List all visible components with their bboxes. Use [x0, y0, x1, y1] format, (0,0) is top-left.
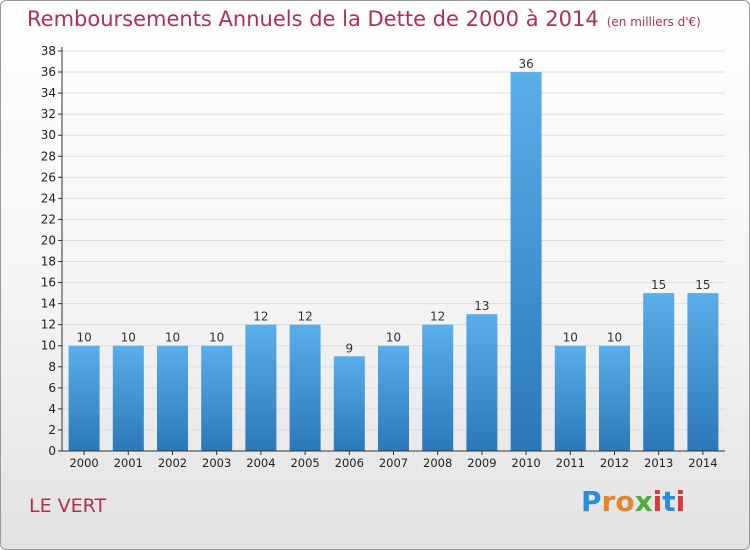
bar	[466, 314, 498, 451]
data-label: 10	[209, 331, 224, 345]
data-label: 15	[695, 278, 710, 292]
logo-letter: r	[601, 485, 616, 518]
bar	[599, 345, 630, 451]
chart-unit-label: (en milliers d'€)	[606, 15, 701, 29]
x-tick-label: 2004	[246, 456, 275, 470]
x-tick-label: 2011	[556, 456, 585, 470]
bar	[643, 293, 675, 451]
y-tick-label: 22	[41, 212, 56, 226]
bars: 10 10 10 10 12 12 9 10 12 13 36 10 10 15 15	[68, 57, 719, 451]
data-label: 10	[121, 331, 136, 345]
y-tick-label: 4	[48, 402, 56, 416]
data-label: 10	[76, 331, 91, 345]
logo-letter: P	[581, 485, 602, 518]
x-tick-label: 2000	[69, 456, 98, 470]
x-tick-label: 2010	[511, 456, 540, 470]
chart-title: Remboursements Annuels de la Dette de 20…	[27, 7, 701, 31]
y-tick-label: 28	[41, 149, 56, 163]
proxiti-logo: Proxiti	[581, 485, 685, 518]
y-tick-label: 12	[41, 318, 56, 332]
data-label: 10	[165, 331, 180, 345]
logo-letter: x	[634, 485, 653, 518]
y-tick-label: 26	[41, 170, 56, 184]
bar	[422, 324, 454, 451]
data-label: 13	[474, 299, 489, 313]
data-label: 10	[607, 331, 622, 345]
bar	[333, 356, 365, 451]
y-tick-label: 30	[41, 128, 56, 142]
data-label: 9	[345, 341, 353, 355]
data-label: 12	[430, 310, 445, 324]
data-label: 12	[253, 310, 268, 324]
y-tick-label: 38	[41, 44, 56, 58]
logo-letter: i	[675, 485, 686, 518]
x-tick-label: 2008	[423, 456, 452, 470]
chart-title-text: Remboursements Annuels de la Dette de 20…	[27, 7, 599, 31]
x-tick-label: 2005	[290, 456, 319, 470]
bar	[289, 324, 321, 451]
logo-letter: i	[652, 485, 663, 518]
y-tick-label: 16	[41, 276, 56, 290]
x-tick-label: 2002	[158, 456, 187, 470]
x-tick-label: 2012	[600, 456, 629, 470]
bar	[554, 345, 586, 451]
logo-letter: t	[662, 485, 676, 518]
y-tick-label: 0	[48, 444, 56, 458]
bar	[245, 324, 277, 451]
bar	[157, 345, 188, 451]
y-tick-label: 2	[48, 423, 56, 437]
x-tick-label: 2009	[467, 456, 496, 470]
bar	[687, 293, 719, 451]
bar	[112, 345, 144, 451]
x-tick-label: 2014	[688, 456, 717, 470]
x-tick-label: 2003	[202, 456, 231, 470]
logo-letter: o	[615, 485, 635, 518]
x-tick-label: 2006	[335, 456, 364, 470]
y-tick-label: 36	[41, 65, 56, 79]
y-tick-label: 6	[48, 381, 56, 395]
y-tick-label: 14	[41, 297, 56, 311]
y-tick-label: 8	[48, 360, 56, 374]
x-tick-label: 2001	[114, 456, 143, 470]
bar	[378, 345, 409, 451]
commune-name: LE VERT	[29, 495, 107, 517]
data-label: 12	[297, 310, 312, 324]
bar	[510, 72, 542, 451]
data-label: 10	[386, 331, 401, 345]
y-tick-label: 10	[41, 339, 56, 353]
data-label: 10	[563, 331, 578, 345]
y-tick-label: 24	[41, 191, 56, 205]
y-tick-label: 20	[41, 233, 56, 247]
bar	[68, 345, 100, 451]
bar	[201, 345, 233, 451]
y-tick-label: 18	[41, 255, 56, 269]
data-label: 15	[651, 278, 666, 292]
x-tick-label: 2013	[644, 456, 673, 470]
y-tick-label: 32	[41, 107, 56, 121]
data-label: 36	[518, 57, 533, 71]
x-tick-label: 2007	[379, 456, 408, 470]
y-tick-label: 34	[41, 86, 56, 100]
